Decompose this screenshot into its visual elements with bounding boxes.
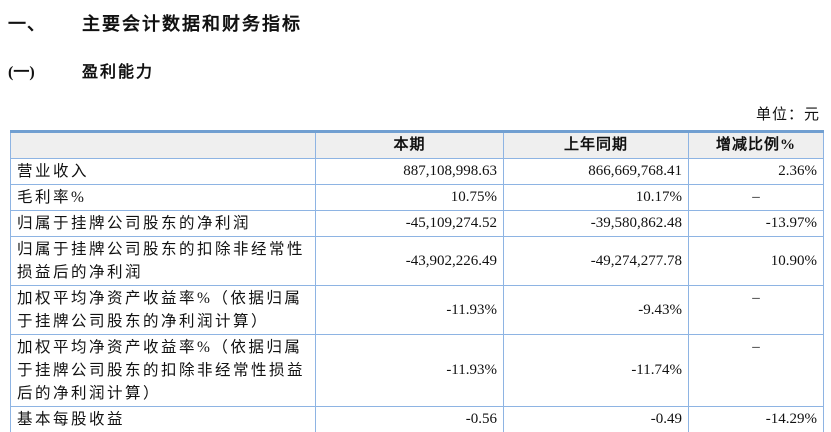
cell-indicator-label: 毛利率% bbox=[10, 184, 316, 211]
table-row: 营业收入 887,108,998.63 866,669,768.41 2.36% bbox=[10, 158, 824, 185]
cell-current-period-value: -45,109,274.52 bbox=[315, 210, 504, 237]
cell-prior-period-value: -49,274,277.78 bbox=[503, 236, 689, 286]
cell-current-period-value: -11.93% bbox=[315, 334, 504, 407]
cell-indicator-label: 加权平均净资产收益率%（依据归属于挂牌公司股东的扣除非经常性损益后的净利润计算） bbox=[10, 334, 316, 407]
cell-prior-period-value: 10.17% bbox=[503, 184, 689, 211]
cell-prior-period-value: -11.74% bbox=[503, 334, 689, 407]
table-row: 基本每股收益 -0.56 -0.49 -14.29% bbox=[10, 406, 824, 432]
subsection-number: (一) bbox=[8, 64, 35, 81]
cell-indicator-label: 归属于挂牌公司股东的扣除非经常性损益后的净利润 bbox=[10, 236, 316, 286]
header-indicator bbox=[10, 131, 316, 159]
cell-prior-period-value: -0.49 bbox=[503, 406, 689, 432]
cell-change-ratio-value: – bbox=[688, 184, 824, 211]
cell-current-period-value: -43,902,226.49 bbox=[315, 236, 504, 286]
cell-indicator-label: 归属于挂牌公司股东的净利润 bbox=[10, 210, 316, 237]
table-row: 毛利率% 10.75% 10.17% – bbox=[10, 184, 824, 211]
cell-change-ratio-value: – bbox=[688, 334, 824, 407]
unit-note: 单位：元 bbox=[755, 107, 820, 123]
header-change-ratio: 增减比例% bbox=[688, 131, 824, 159]
subsection-title: 盈利能力 bbox=[82, 64, 155, 81]
cell-current-period-value: 887,108,998.63 bbox=[315, 158, 504, 185]
cell-change-ratio-value: -13.97% bbox=[688, 210, 824, 237]
cell-indicator-label: 加权平均净资产收益率%（依据归属于挂牌公司股东的净利润计算） bbox=[10, 285, 316, 335]
cell-indicator-label: 基本每股收益 bbox=[10, 406, 316, 432]
section-number: 一、 bbox=[8, 14, 46, 34]
cell-change-ratio-value: -14.29% bbox=[688, 406, 824, 432]
cell-prior-period-value: 866,669,768.41 bbox=[503, 158, 689, 185]
table-row: 加权平均净资产收益率%（依据归属于挂牌公司股东的净利润计算） -11.93% -9.… bbox=[10, 285, 824, 335]
cell-change-ratio-value: – bbox=[688, 285, 824, 335]
cell-change-ratio-value: 10.90% bbox=[688, 236, 824, 286]
cell-prior-period-value: -9.43% bbox=[503, 285, 689, 335]
table-row: 归属于挂牌公司股东的扣除非经常性损益后的净利润 -43,902,226.49 -49… bbox=[10, 236, 824, 286]
header-prior-period: 上年同期 bbox=[503, 131, 689, 159]
cell-current-period-value: -0.56 bbox=[315, 406, 504, 432]
section-title: 主要会计数据和财务指标 bbox=[82, 14, 302, 34]
cell-current-period-value: 10.75% bbox=[315, 184, 504, 211]
subsection-heading: (一) 盈利能力 bbox=[8, 58, 154, 82]
cell-prior-period-value: -39,580,862.48 bbox=[503, 210, 689, 237]
cell-change-ratio-value: 2.36% bbox=[688, 158, 824, 185]
header-current-period: 本期 bbox=[315, 131, 504, 159]
cell-indicator-label: 营业收入 bbox=[10, 158, 316, 185]
section-heading: 一、 主要会计数据和财务指标 bbox=[8, 10, 302, 36]
cell-current-period-value: -11.93% bbox=[315, 285, 504, 335]
table-header-row: 本期 上年同期 增减比例% bbox=[10, 131, 824, 159]
table-row: 归属于挂牌公司股东的净利润 -45,109,274.52 -39,580,862.4… bbox=[10, 210, 824, 237]
financial-indicators-table: 本期 上年同期 增减比例% 营业收入 887,108,998.63 866,669,… bbox=[10, 130, 824, 432]
table-row: 加权平均净资产收益率%（依据归属于挂牌公司股东的扣除非经常性损益后的净利润计算）… bbox=[10, 334, 824, 407]
